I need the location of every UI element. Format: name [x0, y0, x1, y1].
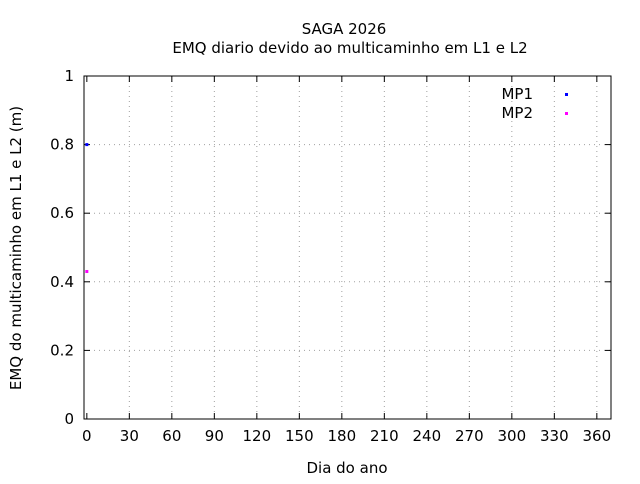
y-tick-label: 0.4 — [50, 273, 74, 291]
x-tick-label: 90 — [205, 427, 224, 445]
x-tick-label: 150 — [285, 427, 314, 445]
x-tick-label: 360 — [583, 427, 612, 445]
x-axis-label: Dia do ano — [306, 459, 387, 477]
x-tick-label: 60 — [162, 427, 181, 445]
data-point-mp1 — [85, 143, 89, 147]
legend-label-mp1: MP1 — [501, 85, 533, 103]
y-tick-label: 0 — [64, 410, 74, 428]
x-tick-label: 210 — [370, 427, 399, 445]
data-point-mp2 — [85, 270, 89, 274]
y-tick-label: 0.6 — [50, 204, 74, 222]
legend-marker-mp2 — [565, 112, 568, 115]
chart-subtitle: EMQ diario devido ao multicaminho em L1 … — [172, 39, 527, 57]
x-tick-label: 30 — [120, 427, 139, 445]
y-tick-label: 0.2 — [50, 341, 74, 359]
x-tick-label: 270 — [455, 427, 484, 445]
plot-border — [83, 75, 612, 420]
y-tick-label: 1 — [64, 67, 74, 85]
y-tick-label: 0.8 — [50, 136, 74, 154]
y-axis-label: EMQ do multicaminho em L1 e L2 (m) — [7, 106, 25, 390]
x-tick-label: 120 — [243, 427, 272, 445]
x-tick-label: 300 — [498, 427, 527, 445]
legend-marker-mp1 — [565, 93, 568, 96]
x-tick-label: 240 — [413, 427, 442, 445]
x-tick-label: 180 — [328, 427, 357, 445]
x-tick-label: 330 — [540, 427, 569, 445]
chart-title: SAGA 2026 — [302, 20, 387, 38]
legend-label-mp2: MP2 — [501, 104, 533, 122]
x-tick-label: 0 — [82, 427, 92, 445]
